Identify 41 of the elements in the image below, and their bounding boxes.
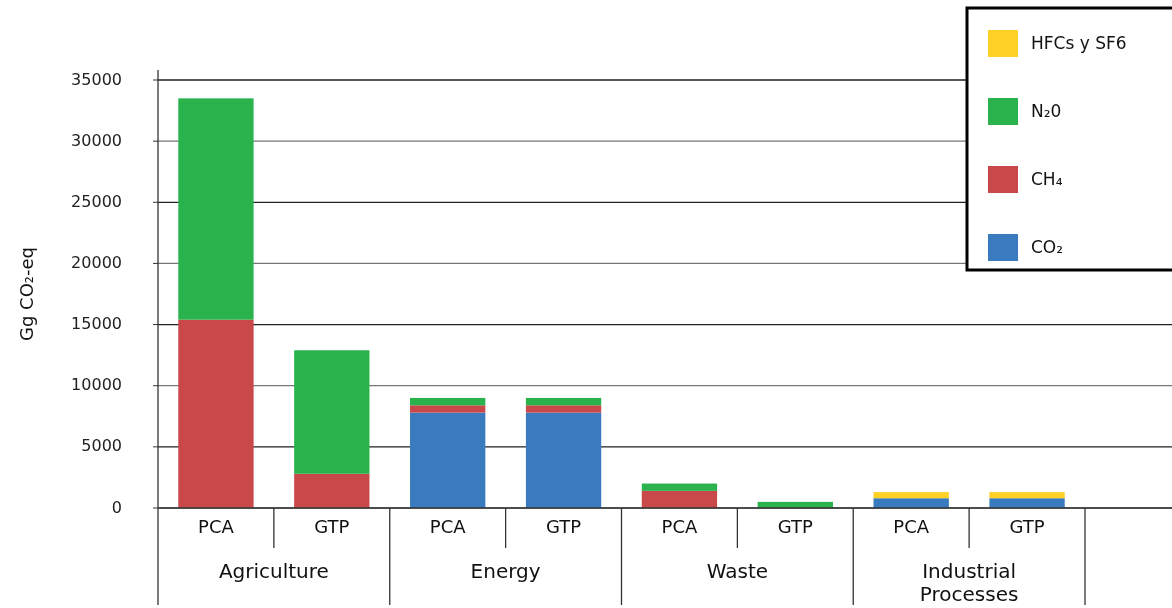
y-tick-label: 20000: [71, 252, 122, 272]
bar: [525, 397, 602, 406]
y-tick-label: 5000: [81, 436, 122, 456]
x-tick-label: PCA: [429, 516, 467, 537]
y-tick-label: 0: [111, 497, 122, 517]
bar: [873, 492, 949, 499]
x-tick-label: GTP: [314, 516, 350, 537]
bar: [178, 98, 254, 320]
legend-label: CH₄: [1031, 169, 1063, 189]
bar: [294, 350, 370, 474]
bar: [410, 397, 486, 406]
bar: [294, 473, 370, 508]
y-axis-title: Gg CO₂-eq: [16, 246, 37, 342]
y-tick-label: 25000: [71, 191, 122, 211]
x-tick-label: PCA: [893, 516, 930, 537]
bar: [410, 405, 486, 413]
bar: [641, 483, 718, 491]
bar: [989, 498, 1065, 508]
y-tick-label: 30000: [71, 130, 122, 150]
text: Waste: [706, 558, 769, 583]
x-tick-label: GTP: [1009, 516, 1045, 537]
bar: [178, 319, 254, 508]
x-tick-label: GTP: [777, 516, 814, 537]
y-tick-label: 10000: [71, 375, 122, 395]
legend-label: N₂0: [1031, 101, 1062, 121]
x-tick-label: GTP: [545, 516, 582, 537]
y-tick-label: 35000: [71, 69, 122, 89]
bar: [989, 492, 1065, 499]
bar: [641, 490, 718, 508]
bar: [525, 412, 602, 508]
bar: [873, 498, 949, 508]
legend-label: CO₂: [1031, 237, 1064, 257]
x-tick-label: PCA: [661, 516, 698, 537]
legend-label: HFCs y SF6: [1031, 33, 1127, 53]
text: Industrial Processes: [919, 558, 1019, 606]
bar: [410, 412, 486, 508]
text: Agriculture: [218, 558, 329, 583]
x-tick-label: PCA: [198, 516, 235, 537]
text: Energy: [470, 558, 541, 583]
y-tick-label: 15000: [71, 314, 122, 334]
bar: [525, 405, 602, 413]
